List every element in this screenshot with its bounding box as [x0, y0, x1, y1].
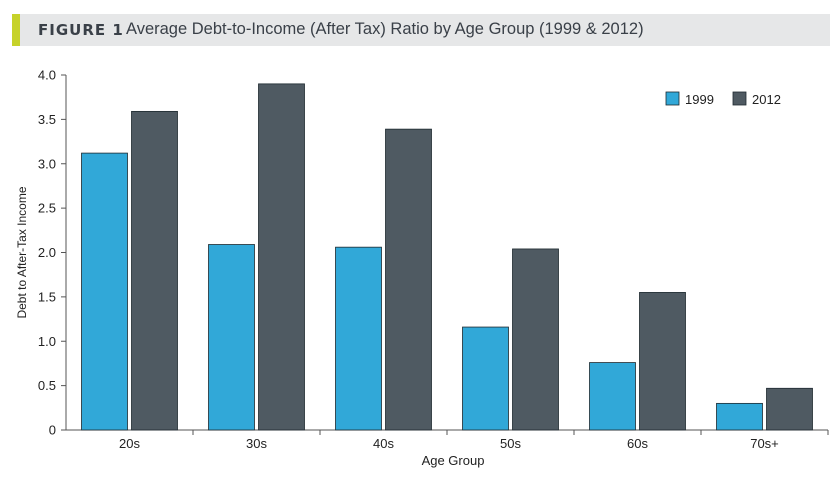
bar-1999-60s [589, 362, 636, 431]
x-tick-label: 50s [500, 436, 521, 451]
x-axis-label: Age Group [422, 453, 485, 468]
x-tick-label: 70s+ [750, 436, 779, 451]
y-tick-label: 4.0 [38, 68, 56, 83]
x-tick-label: 40s [373, 436, 394, 451]
legend-label-2012: 2012 [752, 92, 781, 107]
bar-1999-20s [81, 152, 128, 431]
bar-1999-30s [208, 244, 255, 431]
y-tick-label: 0.5 [38, 378, 56, 393]
chart-bars [81, 83, 813, 431]
y-tick-label: 2.5 [38, 201, 56, 216]
y-tick-label: 2.0 [38, 245, 56, 260]
bar-2012-40s [385, 128, 432, 431]
bar-2012-70s+ [766, 387, 813, 431]
bar-2012-50s [512, 248, 559, 431]
y-tick-label: 3.0 [38, 156, 56, 171]
chart-legend: 1999 2012 [665, 91, 781, 107]
y-tick-label: 0 [49, 423, 56, 438]
bar-1999-40s [335, 246, 382, 431]
chart-title: Average Debt-to-Income (After Tax) Ratio… [126, 20, 644, 38]
y-tick-label: 1.0 [38, 334, 56, 349]
bar-2012-20s [131, 110, 178, 431]
chart-axes: 0 0.5 1.0 1.5 2.0 2.5 3.0 3.5 4.0 Debt to After-T… [15, 68, 829, 468]
figure-header: FIGURE 1 Average Debt-to-Income (After T… [12, 14, 830, 46]
legend-swatch-2012 [732, 91, 747, 106]
y-tick-label: 1.5 [38, 289, 56, 304]
y-tick-label: 3.5 [38, 112, 56, 127]
bar-1999-50s [462, 326, 509, 431]
x-tick-label: 60s [627, 436, 648, 451]
figure-label: FIGURE 1 [38, 21, 124, 39]
legend-swatch-1999 [665, 91, 680, 106]
bar-2012-30s [258, 83, 305, 431]
header-accent-bar [12, 14, 20, 46]
bar-1999-70s+ [716, 402, 763, 431]
x-tick-label: 20s [119, 436, 140, 451]
bar-2012-60s [639, 292, 686, 431]
legend-label-1999: 1999 [685, 92, 714, 107]
y-axis-label: Debt to After-Tax Income [15, 186, 29, 318]
x-tick-label: 30s [246, 436, 267, 451]
